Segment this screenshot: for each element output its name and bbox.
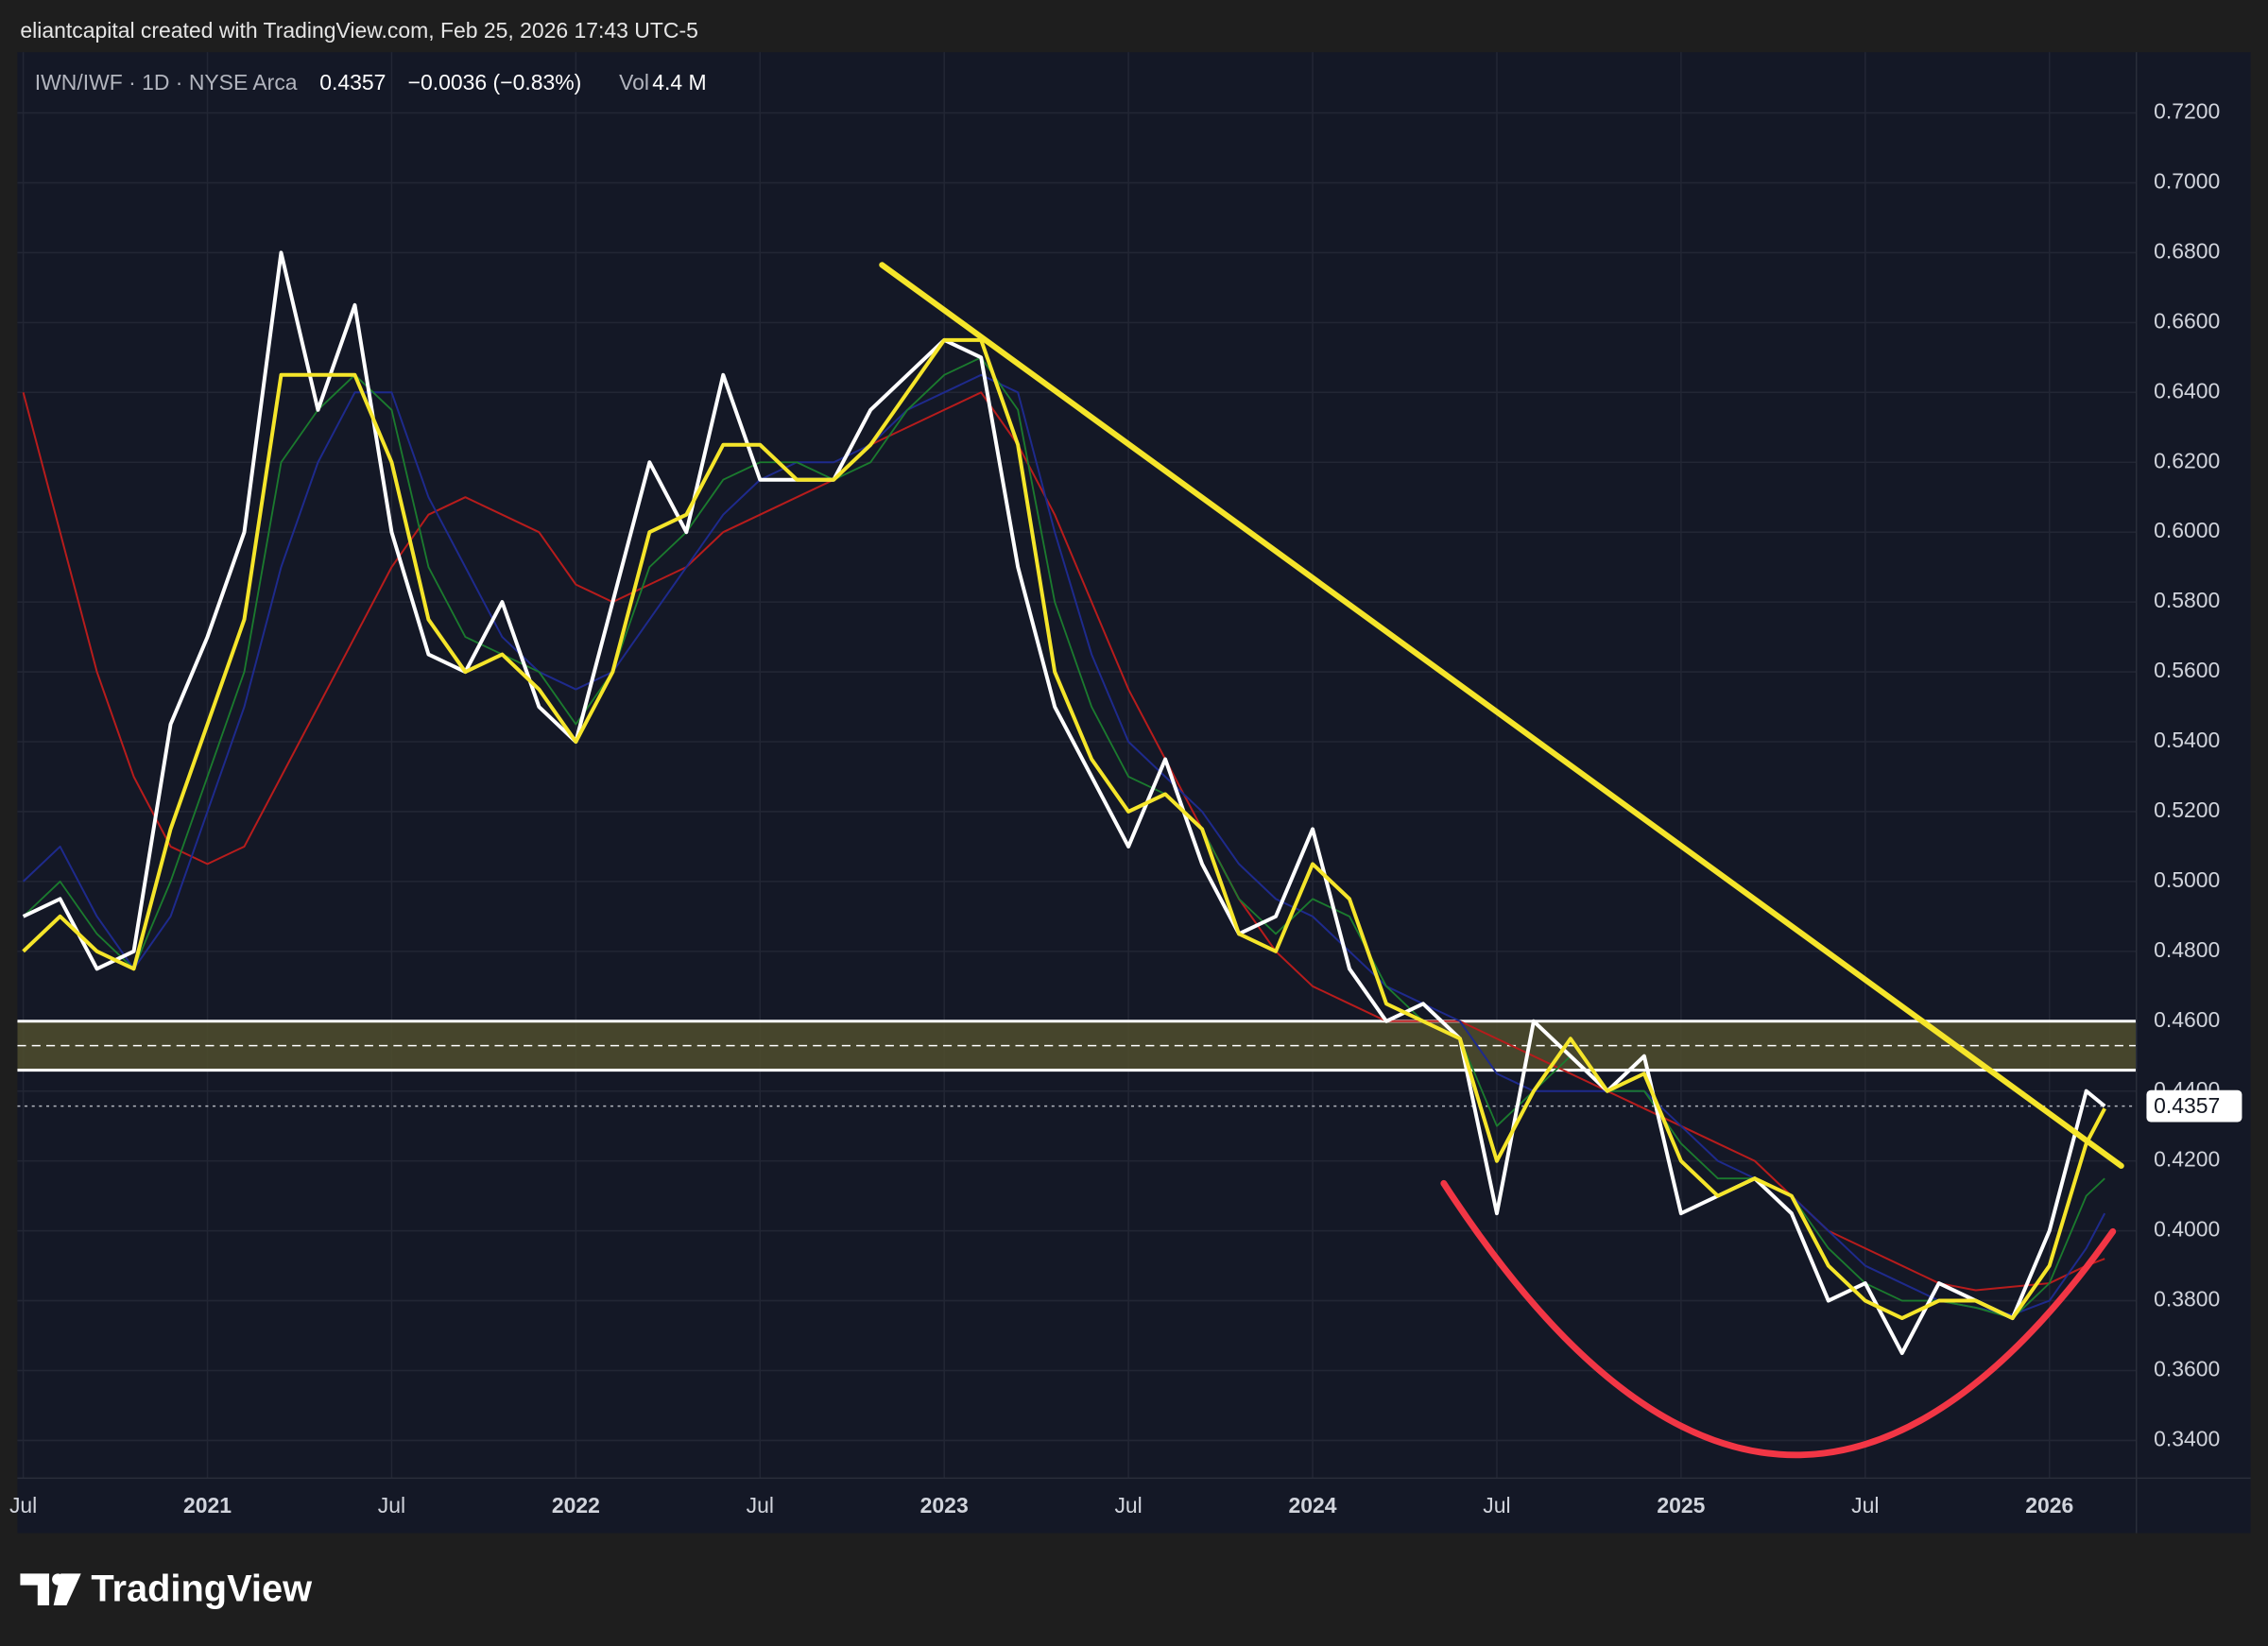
y-tick-label: 0.7000 xyxy=(2154,169,2220,194)
y-tick-label: 0.6800 xyxy=(2154,238,2220,263)
y-tick-label: 0.5200 xyxy=(2154,797,2220,822)
legend-change: −0.0036 (−0.83%) xyxy=(408,70,582,94)
x-tick-label: 2023 xyxy=(920,1493,969,1517)
x-tick-label: Jul xyxy=(1114,1493,1142,1517)
y-tick-label: 0.7200 xyxy=(2154,99,2220,124)
chart-panel xyxy=(17,52,2251,1534)
y-tick-label: 0.4200 xyxy=(2154,1147,2220,1172)
y-tick-label: 0.4800 xyxy=(2154,937,2220,962)
legend-symbol: IWN/IWF · 1D · NYSE Arca xyxy=(35,70,298,94)
y-tick-label: 0.6400 xyxy=(2154,378,2220,403)
x-tick-label: 2024 xyxy=(1289,1493,1337,1517)
x-tick-label: Jul xyxy=(378,1493,405,1517)
y-tick-label: 0.6200 xyxy=(2154,448,2220,472)
x-tick-label: Jul xyxy=(9,1493,37,1517)
last-price-label: 0.4357 xyxy=(2154,1093,2220,1118)
x-tick-label: 2026 xyxy=(2025,1493,2073,1517)
y-tick-label: 0.3400 xyxy=(2154,1427,2220,1451)
logo-dot xyxy=(52,1573,64,1586)
legend-last: 0.4357 xyxy=(319,70,386,94)
y-tick-label: 0.5000 xyxy=(2154,867,2220,892)
logo: TradingView xyxy=(20,1568,313,1609)
x-tick-label: Jul xyxy=(747,1493,774,1517)
logo-mark xyxy=(20,1573,81,1606)
y-tick-label: 0.6000 xyxy=(2154,518,2220,542)
legend-vol-label: Vol xyxy=(619,70,649,94)
logo-text: TradingView xyxy=(91,1568,313,1609)
x-tick-label: 2022 xyxy=(552,1493,600,1517)
legend-vol: 4.4 M xyxy=(652,70,706,94)
axes: 0.34000.36000.38000.40000.42000.44000.46… xyxy=(9,99,2242,1517)
x-tick-label: Jul xyxy=(1851,1493,1879,1517)
series-line xyxy=(22,337,2106,1321)
x-tick-label: 2021 xyxy=(183,1493,232,1517)
plot xyxy=(17,250,2137,1356)
y-tick-label: 0.5800 xyxy=(2154,588,2220,612)
y-tick-label: 0.3600 xyxy=(2154,1357,2220,1381)
trendline xyxy=(879,262,2124,1169)
arc xyxy=(1440,1179,2117,1459)
y-tick-label: 0.3800 xyxy=(2154,1287,2220,1312)
x-tick-label: 2025 xyxy=(1657,1493,1705,1517)
y-tick-label: 0.4600 xyxy=(2154,1007,2220,1032)
y-tick-label: 0.5400 xyxy=(2154,728,2220,752)
last-price-box xyxy=(2146,1089,2242,1123)
header: eliantcapital created with TradingView.c… xyxy=(20,18,697,43)
series-line xyxy=(22,391,2105,1292)
x-tick-label: Jul xyxy=(1483,1493,1510,1517)
y-tick-label: 0.5600 xyxy=(2154,658,2220,682)
y-tick-label: 0.4000 xyxy=(2154,1217,2220,1242)
legend: IWN/IWF · 1D · NYSE Arca 0.4357 −0.0036 … xyxy=(35,70,707,94)
y-tick-label: 0.6600 xyxy=(2154,308,2220,333)
